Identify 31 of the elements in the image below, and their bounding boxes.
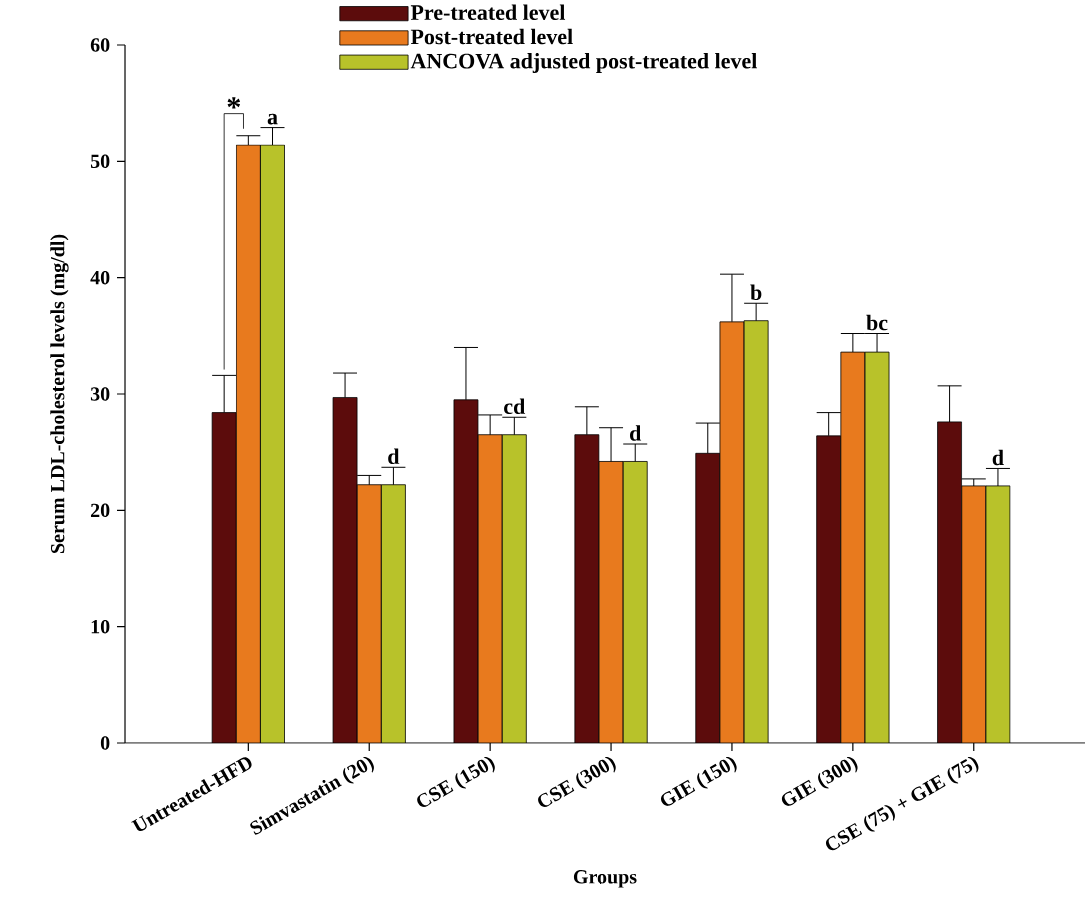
annotation: d xyxy=(630,425,642,441)
bar xyxy=(574,434,599,743)
annotation: d xyxy=(388,448,400,465)
bar xyxy=(333,397,358,743)
x-axis-title: Groups xyxy=(573,870,637,888)
y-axis-title: Serum LDL-cholesterol levels (mg/dl) xyxy=(50,234,69,553)
y-tick-label: 60 xyxy=(90,38,110,52)
x-tick-label: GIE (300) xyxy=(781,757,858,806)
y-tick-label: 20 xyxy=(90,503,110,518)
annotation: * xyxy=(227,97,241,109)
y-tick-label: 30 xyxy=(90,387,110,401)
bar xyxy=(937,421,962,743)
legend-label: Pre-treated level xyxy=(410,4,566,21)
annotation: d xyxy=(992,449,1004,466)
y-tick-label: 50 xyxy=(90,154,110,169)
bar xyxy=(695,453,720,743)
legend-label: Post-treated level xyxy=(410,28,573,45)
y-tick-label: 40 xyxy=(90,270,110,285)
annotation: a xyxy=(267,113,278,125)
x-tick-label: CSE (150) xyxy=(417,757,495,808)
bar xyxy=(453,399,478,743)
bar xyxy=(816,435,841,743)
annotation: cd xyxy=(504,398,526,415)
legend-label: ANCOVA adjusted post-treated level xyxy=(410,53,757,74)
x-tick-label: CSE (300) xyxy=(538,757,616,808)
y-tick-label: 10 xyxy=(91,619,110,634)
annotation: bc xyxy=(866,314,888,331)
annotation: b xyxy=(750,284,762,301)
y-tick-label: 0 xyxy=(100,736,110,750)
bar xyxy=(212,412,237,743)
x-tick-label: GIE (150) xyxy=(660,757,737,806)
